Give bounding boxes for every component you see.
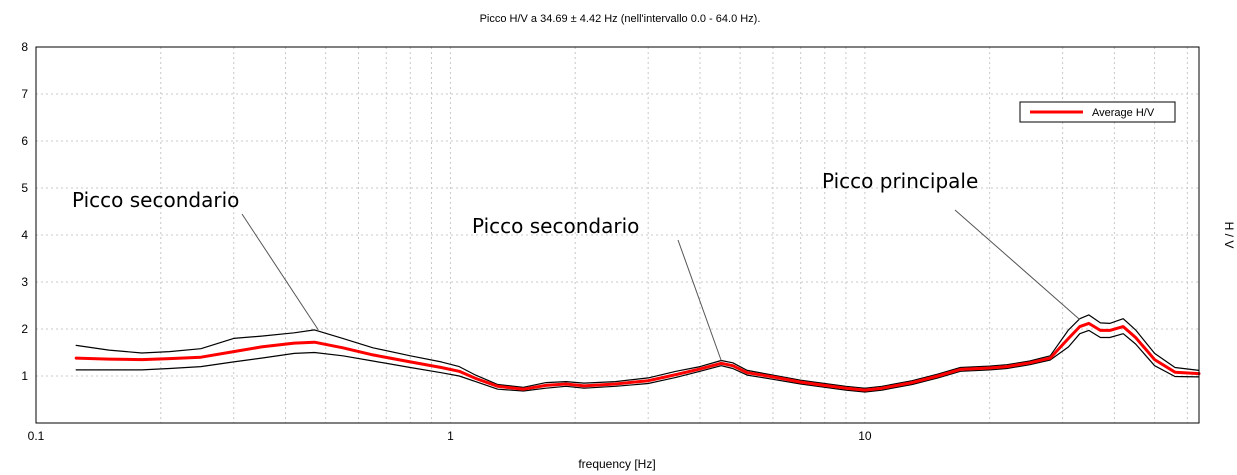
- annotation-3-text: Picco principale: [822, 169, 978, 193]
- ticks-layer: 0.1 1 10 1 2 3 4 5 6 7 8: [21, 40, 872, 443]
- x-tick-label: 0.1: [28, 429, 45, 443]
- annotation-1-leader: [241, 213, 319, 331]
- y-tick-label: 5: [21, 181, 28, 195]
- annotations: Picco secondario Picco secondario Picco …: [72, 169, 1081, 361]
- legend-label-average-hv: Average H/V: [1092, 107, 1155, 119]
- chart-title: Picco H/V a 34.69 ± 4.42 Hz (nell'interv…: [480, 13, 761, 25]
- y-tick-label: 7: [21, 87, 28, 101]
- plot-frame: [35, 46, 1200, 424]
- series-line-average: [74, 321, 1201, 392]
- annotation-3-leader: [954, 209, 1081, 320]
- series-line-upper: [75, 314, 1200, 389]
- x-tick-label: 10: [858, 429, 872, 443]
- y-tick-label: 8: [21, 40, 28, 54]
- y-tick-label: 1: [21, 369, 28, 383]
- annotation-1-text: Picco secondario: [72, 188, 239, 212]
- annotation-2-leader: [677, 239, 722, 361]
- legend-box: [1019, 101, 1176, 123]
- series-line-lower: [75, 329, 1200, 393]
- y-tick-label: 2: [21, 322, 28, 336]
- y-tick-label: 3: [21, 275, 28, 289]
- series-layer: [74, 314, 1201, 393]
- y-tick-label: 4: [21, 228, 28, 242]
- y-axis-label: H / V: [1222, 222, 1236, 249]
- y-tick-label: 6: [21, 134, 28, 148]
- annotation-2-text: Picco secondario: [472, 214, 639, 238]
- x-axis-label: frequency [Hz]: [578, 457, 655, 471]
- x-tick-label: 1: [447, 429, 454, 443]
- legend: Average H/V: [1019, 101, 1176, 123]
